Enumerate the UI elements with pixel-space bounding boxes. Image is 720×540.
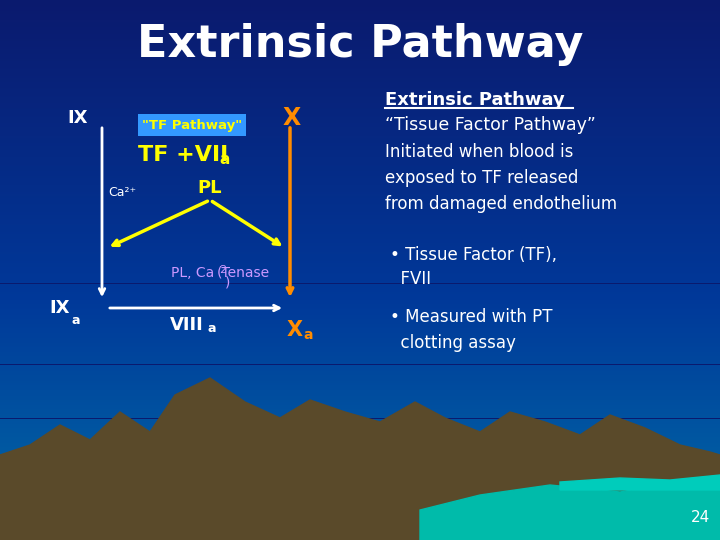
Text: (Tenase: (Tenase (217, 266, 269, 280)
Text: a: a (220, 152, 230, 166)
Text: • Measured with PT
  clotting assay: • Measured with PT clotting assay (390, 308, 552, 352)
Text: Initiated when blood is
exposed to TF released
from damaged endothelium: Initiated when blood is exposed to TF re… (385, 143, 617, 213)
Polygon shape (560, 475, 720, 490)
Text: IX: IX (68, 109, 88, 127)
Text: a: a (303, 328, 312, 342)
Text: IX: IX (50, 299, 70, 317)
Bar (138, 114, 246, 136)
Text: • Tissue Factor (TF),
  FVII: • Tissue Factor (TF), FVII (390, 246, 557, 288)
Text: a: a (72, 314, 81, 327)
Text: ): ) (225, 275, 230, 289)
Text: PL: PL (198, 179, 222, 197)
Text: 2: 2 (220, 265, 227, 275)
Text: Ca²⁺: Ca²⁺ (108, 186, 136, 199)
Text: "TF Pathway": "TF Pathway" (142, 118, 242, 132)
Text: PL, Ca: PL, Ca (171, 266, 215, 280)
Text: X: X (283, 106, 301, 130)
Text: TF +VII: TF +VII (138, 145, 228, 165)
Polygon shape (420, 482, 720, 540)
Text: Extrinsic Pathway: Extrinsic Pathway (137, 23, 583, 65)
Text: VIII: VIII (170, 316, 204, 334)
Text: “Tissue Factor Pathway”: “Tissue Factor Pathway” (385, 116, 596, 134)
Text: X: X (287, 320, 303, 340)
Text: Extrinsic Pathway: Extrinsic Pathway (385, 91, 564, 109)
Text: 24: 24 (690, 510, 710, 525)
Polygon shape (0, 378, 720, 540)
Text: a: a (208, 322, 216, 335)
